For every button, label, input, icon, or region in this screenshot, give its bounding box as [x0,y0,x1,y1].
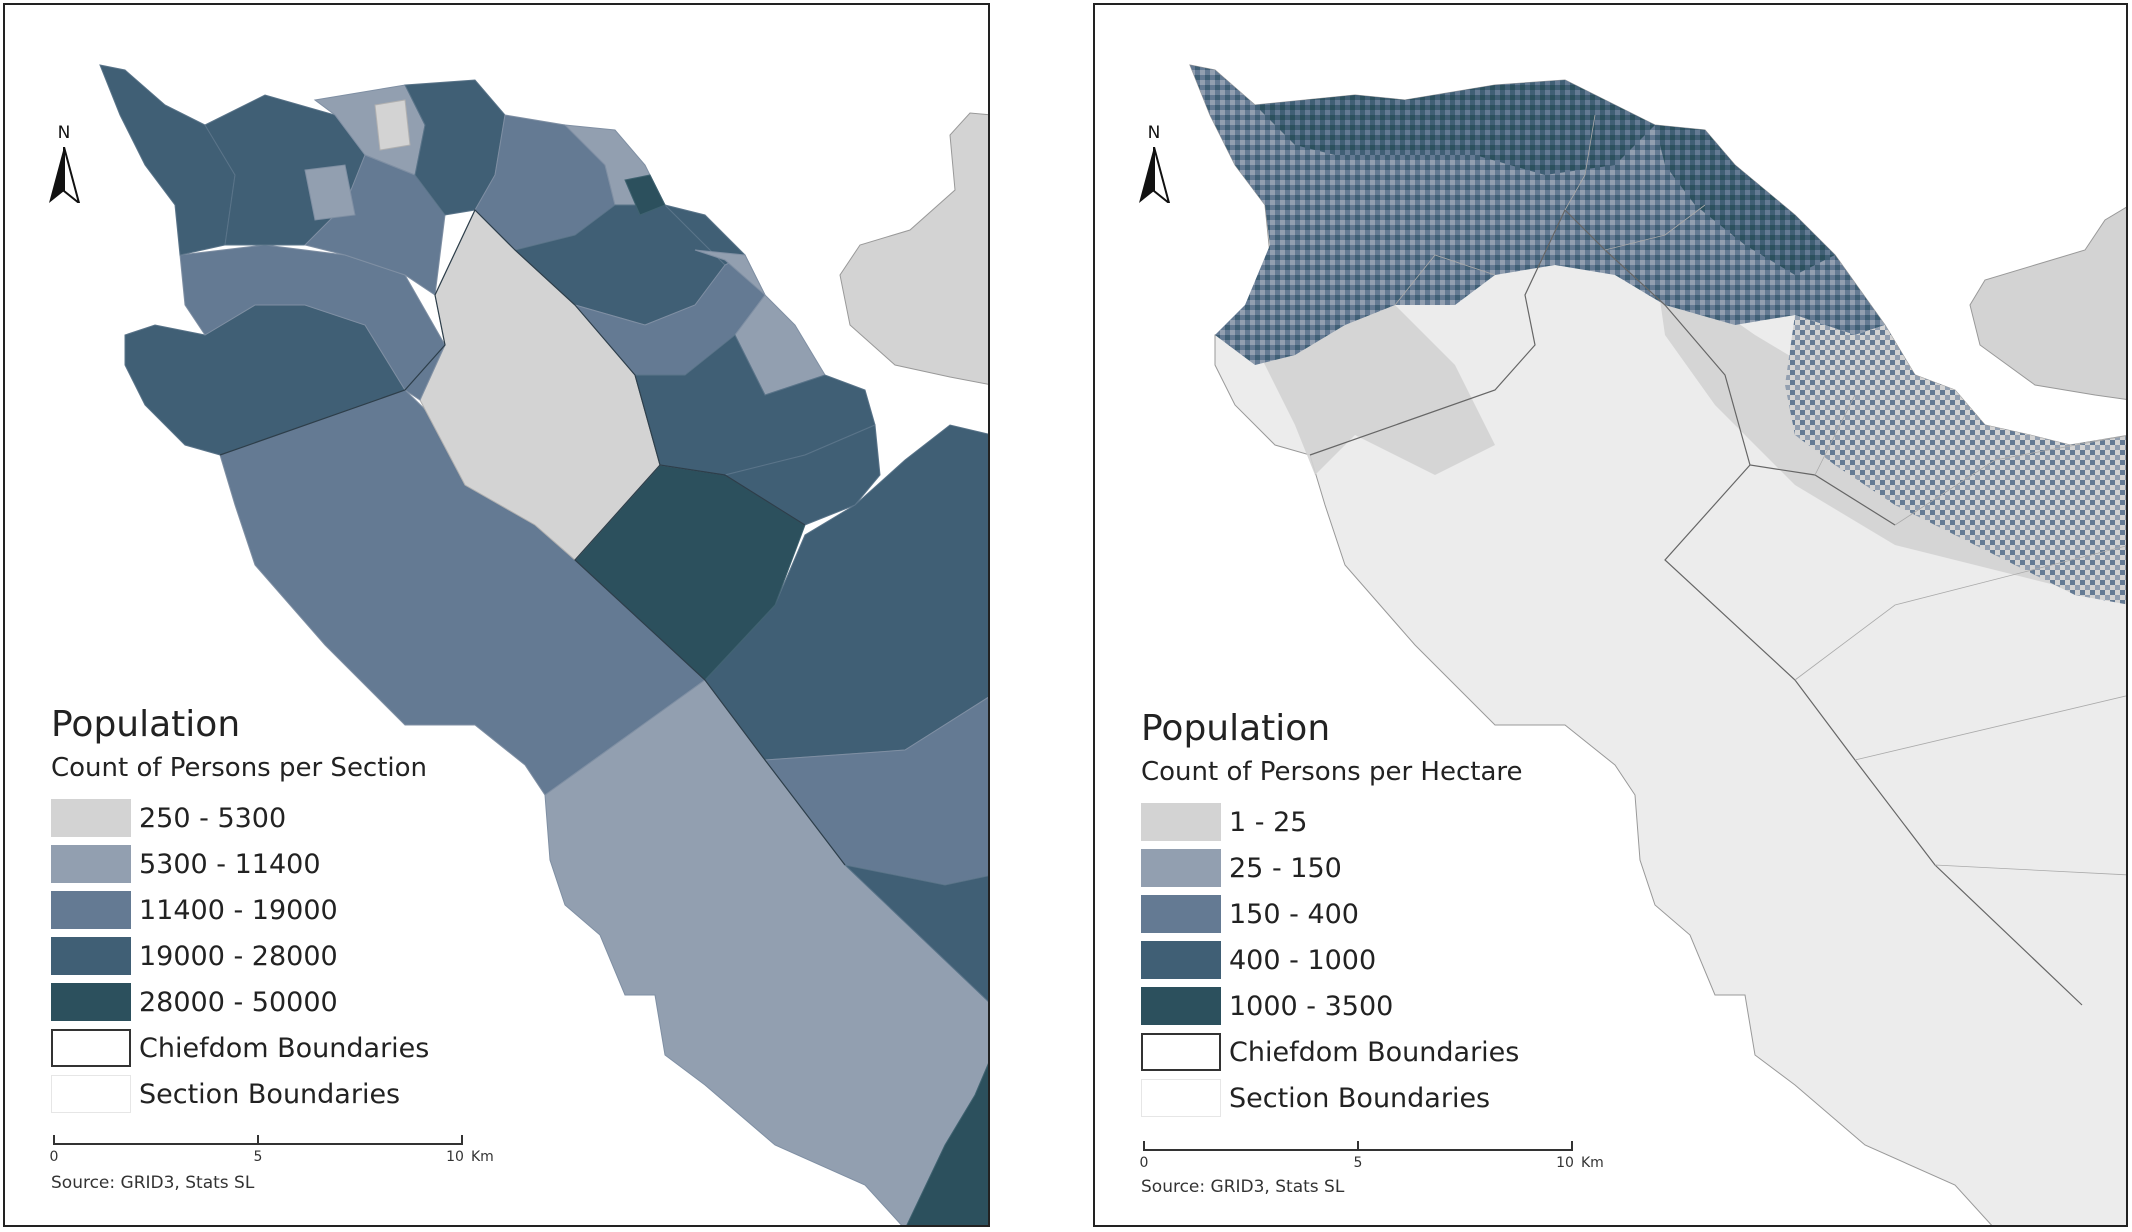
legend: Population Count of Persons per Section … [51,705,429,1117]
legend-label: 1000 - 3500 [1229,990,1394,1022]
section-north-dark-small [624,174,666,216]
north-arrow: N [1137,123,1171,203]
legend-title: Population [51,704,241,745]
legend-item: 19000 - 28000 [51,933,429,979]
section-southeast-2 [843,864,988,1002]
legend-label: Chiefdom Boundaries [139,1032,430,1064]
legend-title: Population [1141,708,1331,749]
legend-swatch [51,845,131,883]
scale-unit: Km [471,1149,494,1165]
hectare-density-map [1189,64,2126,1225]
legend-swatch [1141,895,1221,933]
north-label: N [57,123,71,143]
north-arrow: N [47,123,81,203]
scale-tick: 0 [49,1149,59,1165]
legend-label: Section Boundaries [1229,1082,1491,1114]
legend-label: 250 - 5300 [139,802,287,834]
legend-swatch [51,799,131,837]
legend: Population Count of Persons per Hectare … [1141,709,1523,1121]
legend-swatch-section [1141,1079,1221,1117]
section-northwest-2 [99,64,236,256]
source-note: Source: GRID3, Stats SL [51,1173,255,1193]
map-panel-hectare: N Population Count of Persons per Hectar… [1093,3,2128,1227]
scale-tick: 10 [446,1149,464,1165]
legend-item: 150 - 400 [1141,891,1523,937]
legend-subtitle: Count of Persons per Hectare [1141,757,1523,787]
density-medium [1785,315,2126,605]
legend-swatch-section [51,1075,131,1113]
section-boundary [1394,114,2126,876]
section-southeast-3 [906,1063,988,1225]
section-choropleth-map [99,64,988,1225]
legend-label: 400 - 1000 [1229,944,1377,976]
density-high [1255,80,1655,175]
section-north-small-light [374,99,411,151]
north-arrow-icon [1139,147,1171,203]
north-label: N [1147,123,1161,143]
neighbor-landmass [1969,206,2126,400]
legend-label: 19000 - 28000 [139,940,338,972]
legend-item: 28000 - 50000 [51,979,429,1025]
legend-swatch-chiefdom [1141,1033,1221,1071]
legend-label: Section Boundaries [139,1078,401,1110]
chiefdom-boundary [1664,464,2083,1006]
scale-bar: 0 5 10 Km [49,1135,494,1165]
legend-item: 250 - 5300 [51,795,429,841]
legend-swatch [51,891,131,929]
legend-label: 11400 - 19000 [139,894,338,926]
legend-swatch [1141,849,1221,887]
legend-item: 1 - 25 [1141,799,1523,845]
legend-item: 11400 - 19000 [51,887,429,933]
legend-item-section: Section Boundaries [51,1071,429,1117]
legend-item: 5300 - 11400 [51,841,429,887]
north-arrow-icon [49,147,81,203]
scale-tick: 10 [1556,1155,1574,1171]
legend-swatch [1141,987,1221,1025]
chiefdom-boundary [574,464,846,866]
legend-item-chiefdom: Chiefdom Boundaries [1141,1029,1523,1075]
legend-swatch [51,983,131,1021]
legend-swatch [1141,941,1221,979]
legend-item-chiefdom: Chiefdom Boundaries [51,1025,429,1071]
legend-swatch-chiefdom [51,1029,131,1067]
legend-label: 150 - 400 [1229,898,1359,930]
legend-swatch [1141,803,1221,841]
scale-tick: 5 [1353,1155,1363,1171]
legend-label: 5300 - 11400 [139,848,321,880]
scale-unit: Km [1581,1155,1604,1171]
section-north-small-mid [304,164,356,221]
scale-bar: 0 5 10 Km [1139,1141,1604,1171]
legend-subtitle: Count of Persons per Section [51,753,428,783]
legend-item: 25 - 150 [1141,845,1523,891]
source-note: Source: GRID3, Stats SL [1141,1177,1345,1197]
legend-item-section: Section Boundaries [1141,1075,1523,1121]
legend-label: Chiefdom Boundaries [1229,1036,1520,1068]
legend-item: 400 - 1000 [1141,937,1523,983]
legend-label: 25 - 150 [1229,852,1342,884]
legend-item: 1000 - 3500 [1141,983,1523,1029]
density-high [1655,125,1835,275]
neighbor-landmass [839,112,988,385]
scale-tick: 5 [253,1149,263,1165]
chiefdom-boundary [219,208,806,526]
legend-label: 28000 - 50000 [139,986,338,1018]
legend-label: 1 - 25 [1229,806,1308,838]
scale-tick: 0 [1139,1155,1149,1171]
map-panel-sections: N Population Count of Persons per Sectio… [3,3,990,1227]
legend-swatch [51,937,131,975]
